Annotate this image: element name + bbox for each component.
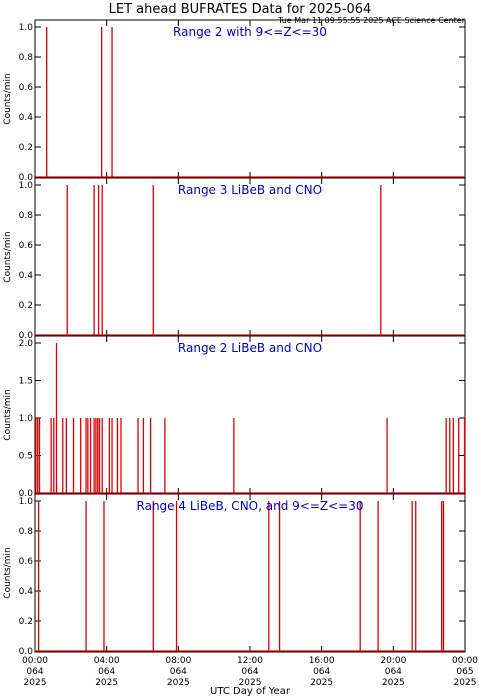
y-tick-label: 0.8 (19, 527, 34, 537)
x-tick-label: 2025 (24, 678, 47, 688)
y-tick-label: 0.0 (19, 173, 34, 183)
x-tick-label: 12:00 (237, 656, 263, 666)
panel-frame (34, 493, 466, 653)
y-tick-label: 0.8 (19, 53, 34, 63)
x-tick-label: 064 (313, 667, 330, 677)
y-tick-label: 0.6 (19, 83, 34, 93)
figure-title: LET ahead BUFRATES Data for 2025-064 (109, 2, 372, 17)
y-tick-label: 0.0 (19, 331, 34, 341)
x-tick-label: 00:00 (452, 656, 478, 666)
x-tick-label: 16:00 (309, 656, 335, 666)
x-tick-label: 064 (241, 667, 258, 677)
y-tick-label: 0.4 (19, 113, 34, 123)
x-tick-label: 2025 (310, 678, 333, 688)
y-tick-label: 1.0 (19, 23, 34, 33)
panels: 0.0 0.2 0.4 0.6 0.8 1.0 Counts/min Range 2 with… (3, 19, 466, 657)
panel-2: 0.0 0.2 0.4 0.6 0.8 1.0 Counts/min Range 3 LiBe… (3, 177, 466, 341)
panel-3: 0.0 0.5 1.0 1.5 2.0 Counts/min Range 2 LiBeB a… (3, 335, 466, 499)
x-tick-label: 08:00 (165, 656, 191, 666)
panel-frame (34, 19, 466, 179)
x-tick-label: 064 (26, 667, 43, 677)
y-axis-label: Counts/min (3, 231, 13, 282)
panel-title: Range 2 with 9<=Z<=30 (173, 25, 327, 39)
y-axis-label: Counts/min (3, 547, 13, 598)
x-tick-label: 20:00 (380, 656, 406, 666)
y-axis-label: Counts/min (3, 389, 13, 440)
x-tick-label: 2025 (95, 678, 118, 688)
x-axis-label: UTC Day of Year (210, 686, 291, 697)
y-tick-label: 0.4 (19, 271, 34, 281)
x-tick-label: 064 (98, 667, 115, 677)
x-axis-ticks: 00:00064202504:00064202508:00064202512:0… (22, 656, 478, 688)
x-tick-label: 00:00 (22, 656, 48, 666)
panel-1: 0.0 0.2 0.4 0.6 0.8 1.0 Counts/min Range 2 with… (3, 19, 466, 183)
panel-title: Range 3 LiBeB and CNO (178, 183, 322, 197)
y-tick-label: 1.0 (19, 181, 34, 191)
y-tick-label: 0.8 (19, 211, 34, 221)
x-tick-label: 064 (170, 667, 187, 677)
x-tick-label: 2025 (239, 678, 262, 688)
y-tick-label: 0.2 (19, 617, 33, 627)
y-tick-label: 2.0 (19, 339, 34, 349)
y-tick-label: 0.2 (19, 143, 33, 153)
y-tick-label: 0.5 (19, 452, 33, 462)
y-axis-label: Counts/min (3, 73, 13, 124)
panel-4: 0.0 0.2 0.4 0.6 0.8 1.0 Counts/min Range 4 LiBe… (3, 493, 466, 657)
y-tick-label: 1.5 (19, 377, 33, 387)
y-tick-label: 0.4 (19, 587, 34, 597)
x-tick-label: 2025 (167, 678, 190, 688)
panel-title: Range 4 LiBeB, CNO, and 9<=Z<=30 (137, 499, 364, 513)
x-tick-label: 064 (385, 667, 402, 677)
y-tick-label: 1.0 (19, 414, 34, 424)
x-tick-label: 2025 (454, 678, 477, 688)
x-tick-label: 2025 (382, 678, 405, 688)
y-tick-label: 0.6 (19, 241, 34, 251)
y-tick-label: 0.0 (19, 647, 34, 657)
panel-frame (34, 177, 466, 337)
x-tick-label: 04:00 (94, 656, 120, 666)
y-tick-label: 0.2 (19, 301, 33, 311)
y-tick-label: 1.0 (19, 497, 34, 507)
y-tick-label: 0.6 (19, 557, 34, 567)
y-tick-label: 0.0 (19, 489, 34, 499)
x-tick-label: 065 (456, 667, 473, 677)
panel-title: Range 2 LiBeB and CNO (178, 341, 322, 355)
